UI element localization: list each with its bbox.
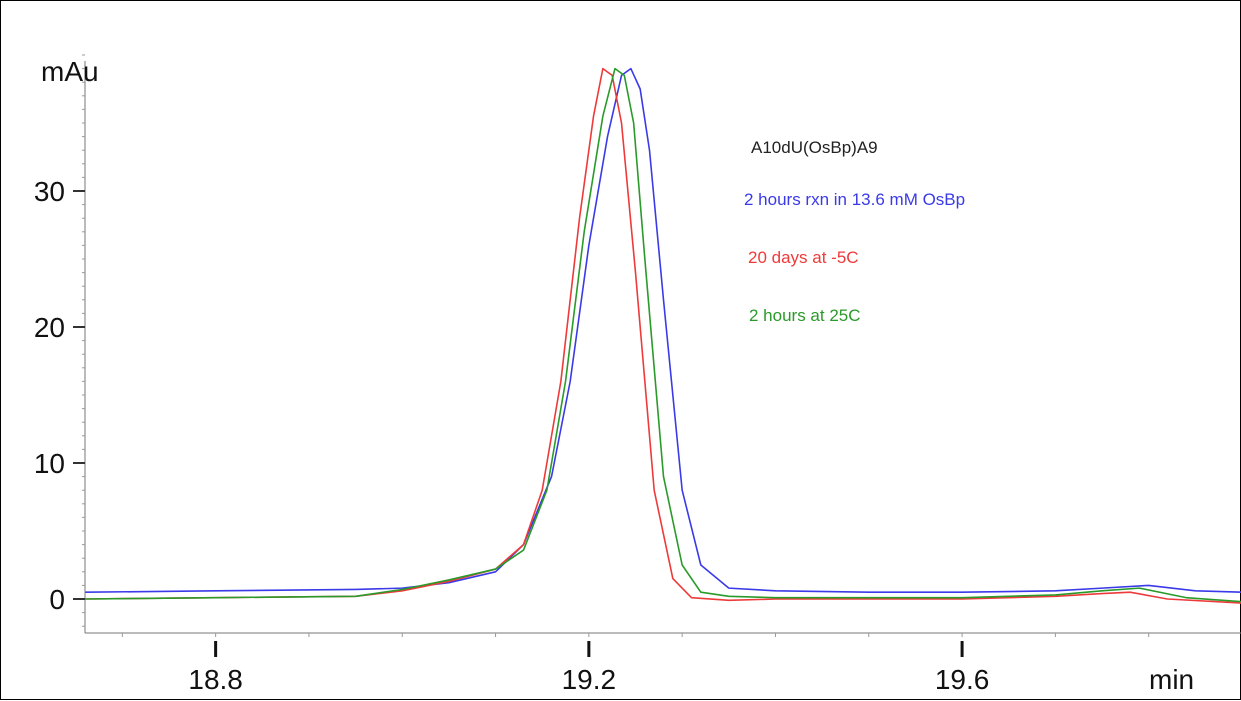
- annotation-green-trace: 2 hours at 25C: [749, 306, 861, 325]
- trace-blue-line: [84, 67, 1241, 593]
- x-axis-unit-label: min: [1149, 664, 1194, 695]
- y-axis-unit-label: mAu: [41, 56, 99, 87]
- y-tick-label: 20: [34, 312, 65, 343]
- y-tick-label: 10: [34, 448, 65, 479]
- x-tick-label: 19.6: [935, 664, 990, 695]
- trace-red-line: [84, 67, 1241, 604]
- y-tick-label: 0: [49, 584, 65, 615]
- trace-green-line: [84, 67, 1241, 603]
- axes-layer: 0 10 20 30 18.8 19.2 19.6: [34, 54, 1241, 695]
- y-tick-label: 30: [34, 176, 65, 207]
- series-layer: [84, 67, 1241, 604]
- annotation-blue-trace: 2 hours rxn in 13.6 mM OsBp: [744, 190, 965, 209]
- x-tick-label: 19.2: [562, 664, 617, 695]
- annotation-layer: A10dU(OsBp)A9 2 hours rxn in 13.6 mM OsB…: [744, 138, 965, 325]
- x-tick-label: 18.8: [188, 664, 243, 695]
- annotation-red-trace: 20 days at -5C: [748, 248, 859, 267]
- x-minor-ticks: [121, 633, 1150, 637]
- y-major-ticks: 0 10 20 30: [34, 176, 85, 615]
- x-major-ticks: 18.8 19.2 19.6: [188, 641, 989, 695]
- annotation-sample-name: A10dU(OsBp)A9: [751, 138, 878, 157]
